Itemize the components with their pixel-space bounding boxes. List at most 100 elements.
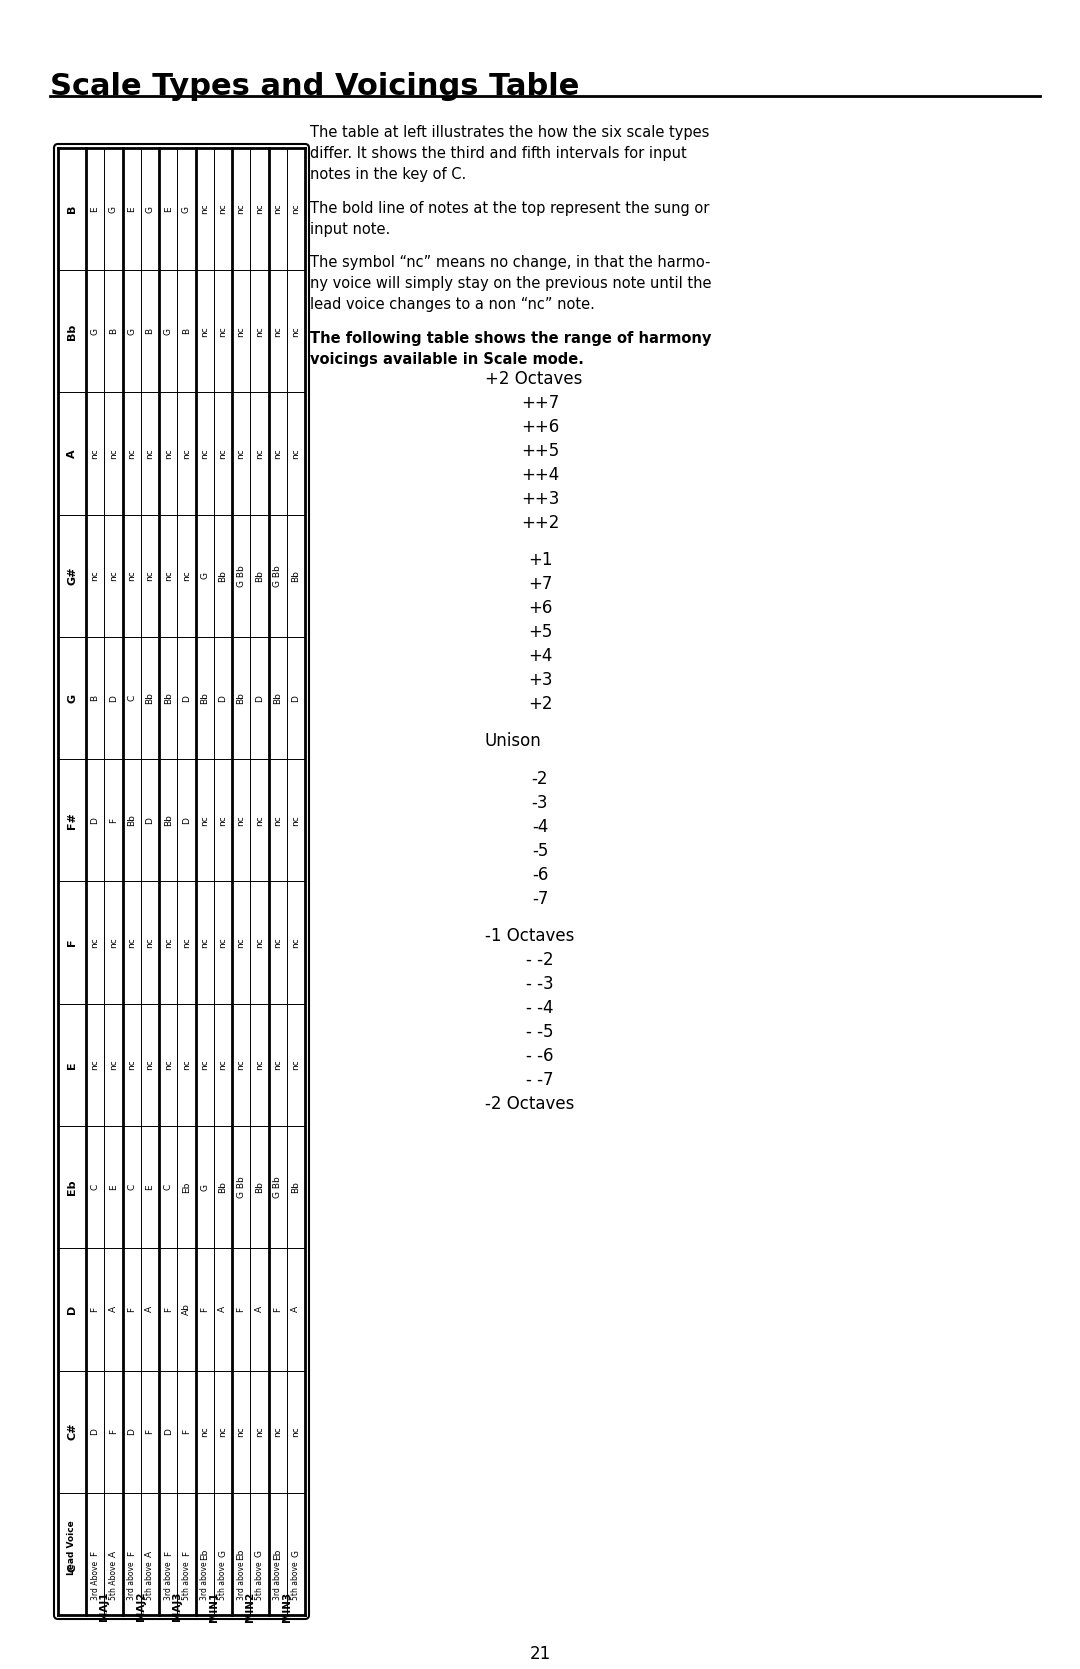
Text: nc: nc: [91, 938, 99, 948]
Text: Unison: Unison: [485, 733, 542, 751]
Text: F: F: [273, 1307, 282, 1312]
Text: ++7: ++7: [521, 394, 559, 412]
Text: B: B: [67, 205, 77, 214]
Text: Scale Types and Voicings Table: Scale Types and Voicings Table: [50, 72, 579, 102]
Text: 21: 21: [529, 1646, 551, 1662]
Text: G: G: [255, 1551, 264, 1557]
Text: Bb: Bb: [237, 693, 245, 704]
Text: 5th above: 5th above: [218, 1562, 228, 1601]
Text: D: D: [146, 816, 154, 824]
Text: A: A: [109, 1307, 118, 1312]
Text: Eb: Eb: [273, 1549, 282, 1559]
Text: D: D: [67, 1305, 77, 1314]
Text: B: B: [91, 694, 99, 701]
Text: lead voice changes to a non “nc” note.: lead voice changes to a non “nc” note.: [310, 297, 595, 312]
Text: Bb: Bb: [255, 569, 264, 582]
Text: G: G: [109, 205, 118, 212]
Text: nc: nc: [218, 1427, 228, 1437]
Text: notes in the key of C.: notes in the key of C.: [310, 167, 467, 182]
Text: E: E: [164, 207, 173, 212]
Text: +7: +7: [528, 576, 552, 592]
Text: nc: nc: [218, 449, 228, 459]
Text: B: B: [146, 329, 154, 334]
Text: +4: +4: [528, 648, 552, 666]
FancyBboxPatch shape: [54, 144, 309, 1619]
Text: Lead Voice: Lead Voice: [67, 1520, 77, 1576]
Text: nc: nc: [109, 571, 118, 581]
Text: 5th above: 5th above: [292, 1562, 300, 1601]
Text: nc: nc: [292, 204, 300, 215]
Text: +5: +5: [528, 623, 552, 641]
Text: G: G: [67, 694, 77, 703]
Text: nc: nc: [200, 204, 210, 215]
Text: 3rd above: 3rd above: [200, 1562, 210, 1601]
Text: E: E: [67, 1061, 77, 1068]
Text: - -6: - -6: [526, 1046, 554, 1065]
Text: D: D: [218, 694, 228, 701]
Text: nc: nc: [91, 449, 99, 459]
Text: nc: nc: [237, 938, 245, 948]
Text: D: D: [127, 1429, 136, 1435]
Text: nc: nc: [200, 325, 210, 337]
Text: +1: +1: [528, 551, 552, 569]
Text: nc: nc: [181, 571, 191, 581]
Text: +6: +6: [528, 599, 552, 618]
Text: Bb: Bb: [146, 693, 154, 704]
Text: nc: nc: [292, 1427, 300, 1437]
Text: +2 Octaves: +2 Octaves: [485, 371, 582, 387]
Text: nc: nc: [218, 814, 228, 826]
Text: C#: C#: [67, 1424, 77, 1440]
Text: C: C: [91, 1183, 99, 1190]
Text: nc: nc: [200, 1427, 210, 1437]
Text: -1 Octaves: -1 Octaves: [485, 926, 575, 945]
Text: F: F: [164, 1307, 173, 1312]
Text: MAJ2: MAJ2: [136, 1592, 146, 1621]
Text: nc: nc: [127, 571, 136, 581]
Text: G Bb: G Bb: [237, 566, 245, 587]
Text: F: F: [127, 1307, 136, 1312]
Text: G: G: [181, 205, 191, 212]
Text: 3rd above: 3rd above: [237, 1562, 245, 1601]
Text: nc: nc: [91, 571, 99, 581]
Text: nc: nc: [164, 938, 173, 948]
Text: C: C: [164, 1183, 173, 1190]
Text: differ. It shows the third and fifth intervals for input: differ. It shows the third and fifth int…: [310, 145, 687, 160]
Text: D: D: [91, 1429, 99, 1435]
Text: nc: nc: [181, 449, 191, 459]
Text: B: B: [181, 329, 191, 334]
Text: MIN2: MIN2: [245, 1591, 255, 1622]
Text: D: D: [164, 1429, 173, 1435]
Text: nc: nc: [109, 449, 118, 459]
Text: 3rd above: 3rd above: [127, 1562, 136, 1601]
Text: nc: nc: [292, 814, 300, 826]
Text: 3rd above: 3rd above: [273, 1562, 282, 1601]
Text: nc: nc: [273, 1427, 282, 1437]
Text: A: A: [146, 1551, 154, 1557]
Text: MAJ1: MAJ1: [99, 1592, 109, 1621]
Text: The following table shows the range of harmony: The following table shows the range of h…: [310, 330, 712, 345]
Text: A: A: [255, 1307, 264, 1312]
Text: nc: nc: [164, 1060, 173, 1070]
Text: Ab: Ab: [181, 1303, 191, 1315]
Text: nc: nc: [292, 938, 300, 948]
Text: G Bb: G Bb: [237, 1177, 245, 1198]
Text: D: D: [181, 694, 191, 701]
Text: C: C: [127, 1183, 136, 1190]
Text: D: D: [181, 816, 191, 824]
Text: E: E: [109, 1185, 118, 1190]
Text: F#: F#: [67, 811, 77, 829]
Text: nc: nc: [164, 571, 173, 581]
Text: D: D: [109, 694, 118, 701]
Text: - -2: - -2: [526, 951, 554, 968]
Text: G: G: [292, 1551, 300, 1557]
Text: A: A: [218, 1307, 228, 1312]
Text: nc: nc: [273, 449, 282, 459]
Text: nc: nc: [200, 938, 210, 948]
Text: Bb: Bb: [200, 693, 210, 704]
Text: G: G: [200, 1183, 210, 1190]
Text: - -4: - -4: [526, 998, 554, 1016]
Text: Bb: Bb: [255, 1182, 264, 1193]
Text: nc: nc: [237, 204, 245, 215]
Text: nc: nc: [255, 1427, 264, 1437]
Text: nc: nc: [237, 449, 245, 459]
